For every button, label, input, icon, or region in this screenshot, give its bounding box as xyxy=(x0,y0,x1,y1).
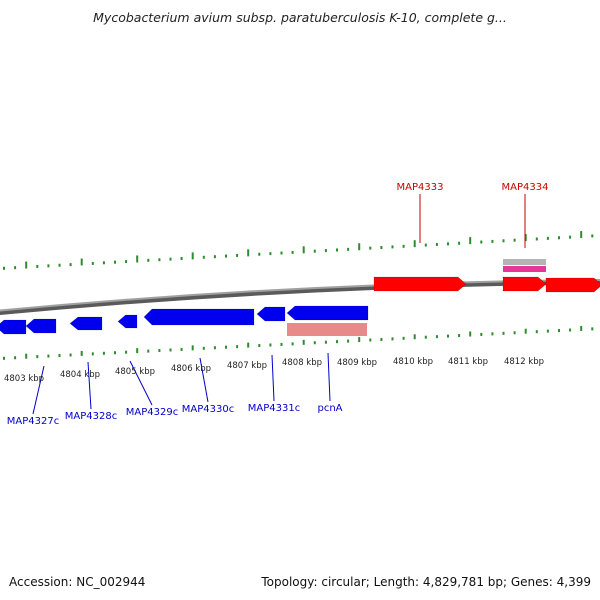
topology-text: Topology: circular; Length: 4,829,781 bp… xyxy=(261,575,591,589)
kbp-label: 4806 kbp xyxy=(171,364,211,374)
misc-feature-grey[interactable] xyxy=(503,259,546,265)
feature-track[interactable] xyxy=(0,259,600,336)
gene-feature-map4327c[interactable] xyxy=(0,319,27,335)
gene-feature-map4334[interactable] xyxy=(502,276,547,292)
misc-feature-pink[interactable] xyxy=(287,323,367,336)
gene-label-reverse[interactable]: pcnA xyxy=(317,403,342,414)
gene-feature-forward[interactable] xyxy=(545,277,600,293)
gene-feature-map4331c[interactable] xyxy=(256,306,286,322)
leader-line xyxy=(327,352,331,402)
label-leader-lines xyxy=(32,194,526,415)
kbp-label: 4805 kbp xyxy=(115,367,155,377)
kbp-label: 4811 kbp xyxy=(448,357,488,367)
gene-label-forward[interactable]: MAP4334 xyxy=(502,182,549,193)
gene-labels[interactable]: MAP4333 MAP4334 MAP4327c MAP4328c MAP4329c MA… xyxy=(7,182,549,427)
kbp-label: 4803 kbp xyxy=(4,374,44,384)
leader-line xyxy=(87,361,92,410)
gene-label-reverse[interactable]: MAP4329c xyxy=(126,407,178,418)
gene-label-forward[interactable]: MAP4333 xyxy=(397,182,444,193)
kbp-label: 4812 kbp xyxy=(504,357,544,367)
lower-tick-row xyxy=(3,325,594,360)
leader-line xyxy=(271,354,275,402)
upper-tick-row xyxy=(3,231,594,270)
gene-feature-map4328c[interactable] xyxy=(25,318,57,334)
gene-feature-map4329c[interactable] xyxy=(69,316,103,331)
kbp-label: 4809 kbp xyxy=(337,358,377,368)
misc-feature-magenta[interactable] xyxy=(503,266,546,272)
gene-label-reverse[interactable]: MAP4328c xyxy=(65,411,117,422)
kbp-axis-labels: 4803 kbp 4804 kbp 4805 kbp 4806 kbp 4807 kbp… xyxy=(4,357,544,384)
leader-line xyxy=(199,357,209,403)
gene-label-reverse[interactable]: MAP4327c xyxy=(7,416,59,427)
gene-feature-pcna[interactable] xyxy=(286,305,369,321)
gene-label-reverse[interactable]: MAP4331c xyxy=(248,403,300,414)
leader-line xyxy=(32,365,45,415)
accession-text: Accession: NC_002944 xyxy=(9,575,146,589)
kbp-label: 4804 kbp xyxy=(60,370,100,380)
gene-feature-map4330c[interactable] xyxy=(143,308,255,326)
gene-label-reverse[interactable]: MAP4330c xyxy=(182,404,234,415)
kbp-label: 4810 kbp xyxy=(393,357,433,367)
kbp-label: 4807 kbp xyxy=(227,361,267,371)
gene-feature-reverse[interactable] xyxy=(117,314,138,329)
leader-line xyxy=(129,360,153,406)
kbp-label: 4808 kbp xyxy=(282,358,322,368)
map-title: Mycobacterium avium subsp. paratuberculo… xyxy=(93,10,507,25)
gene-feature-map4333[interactable] xyxy=(373,276,467,292)
